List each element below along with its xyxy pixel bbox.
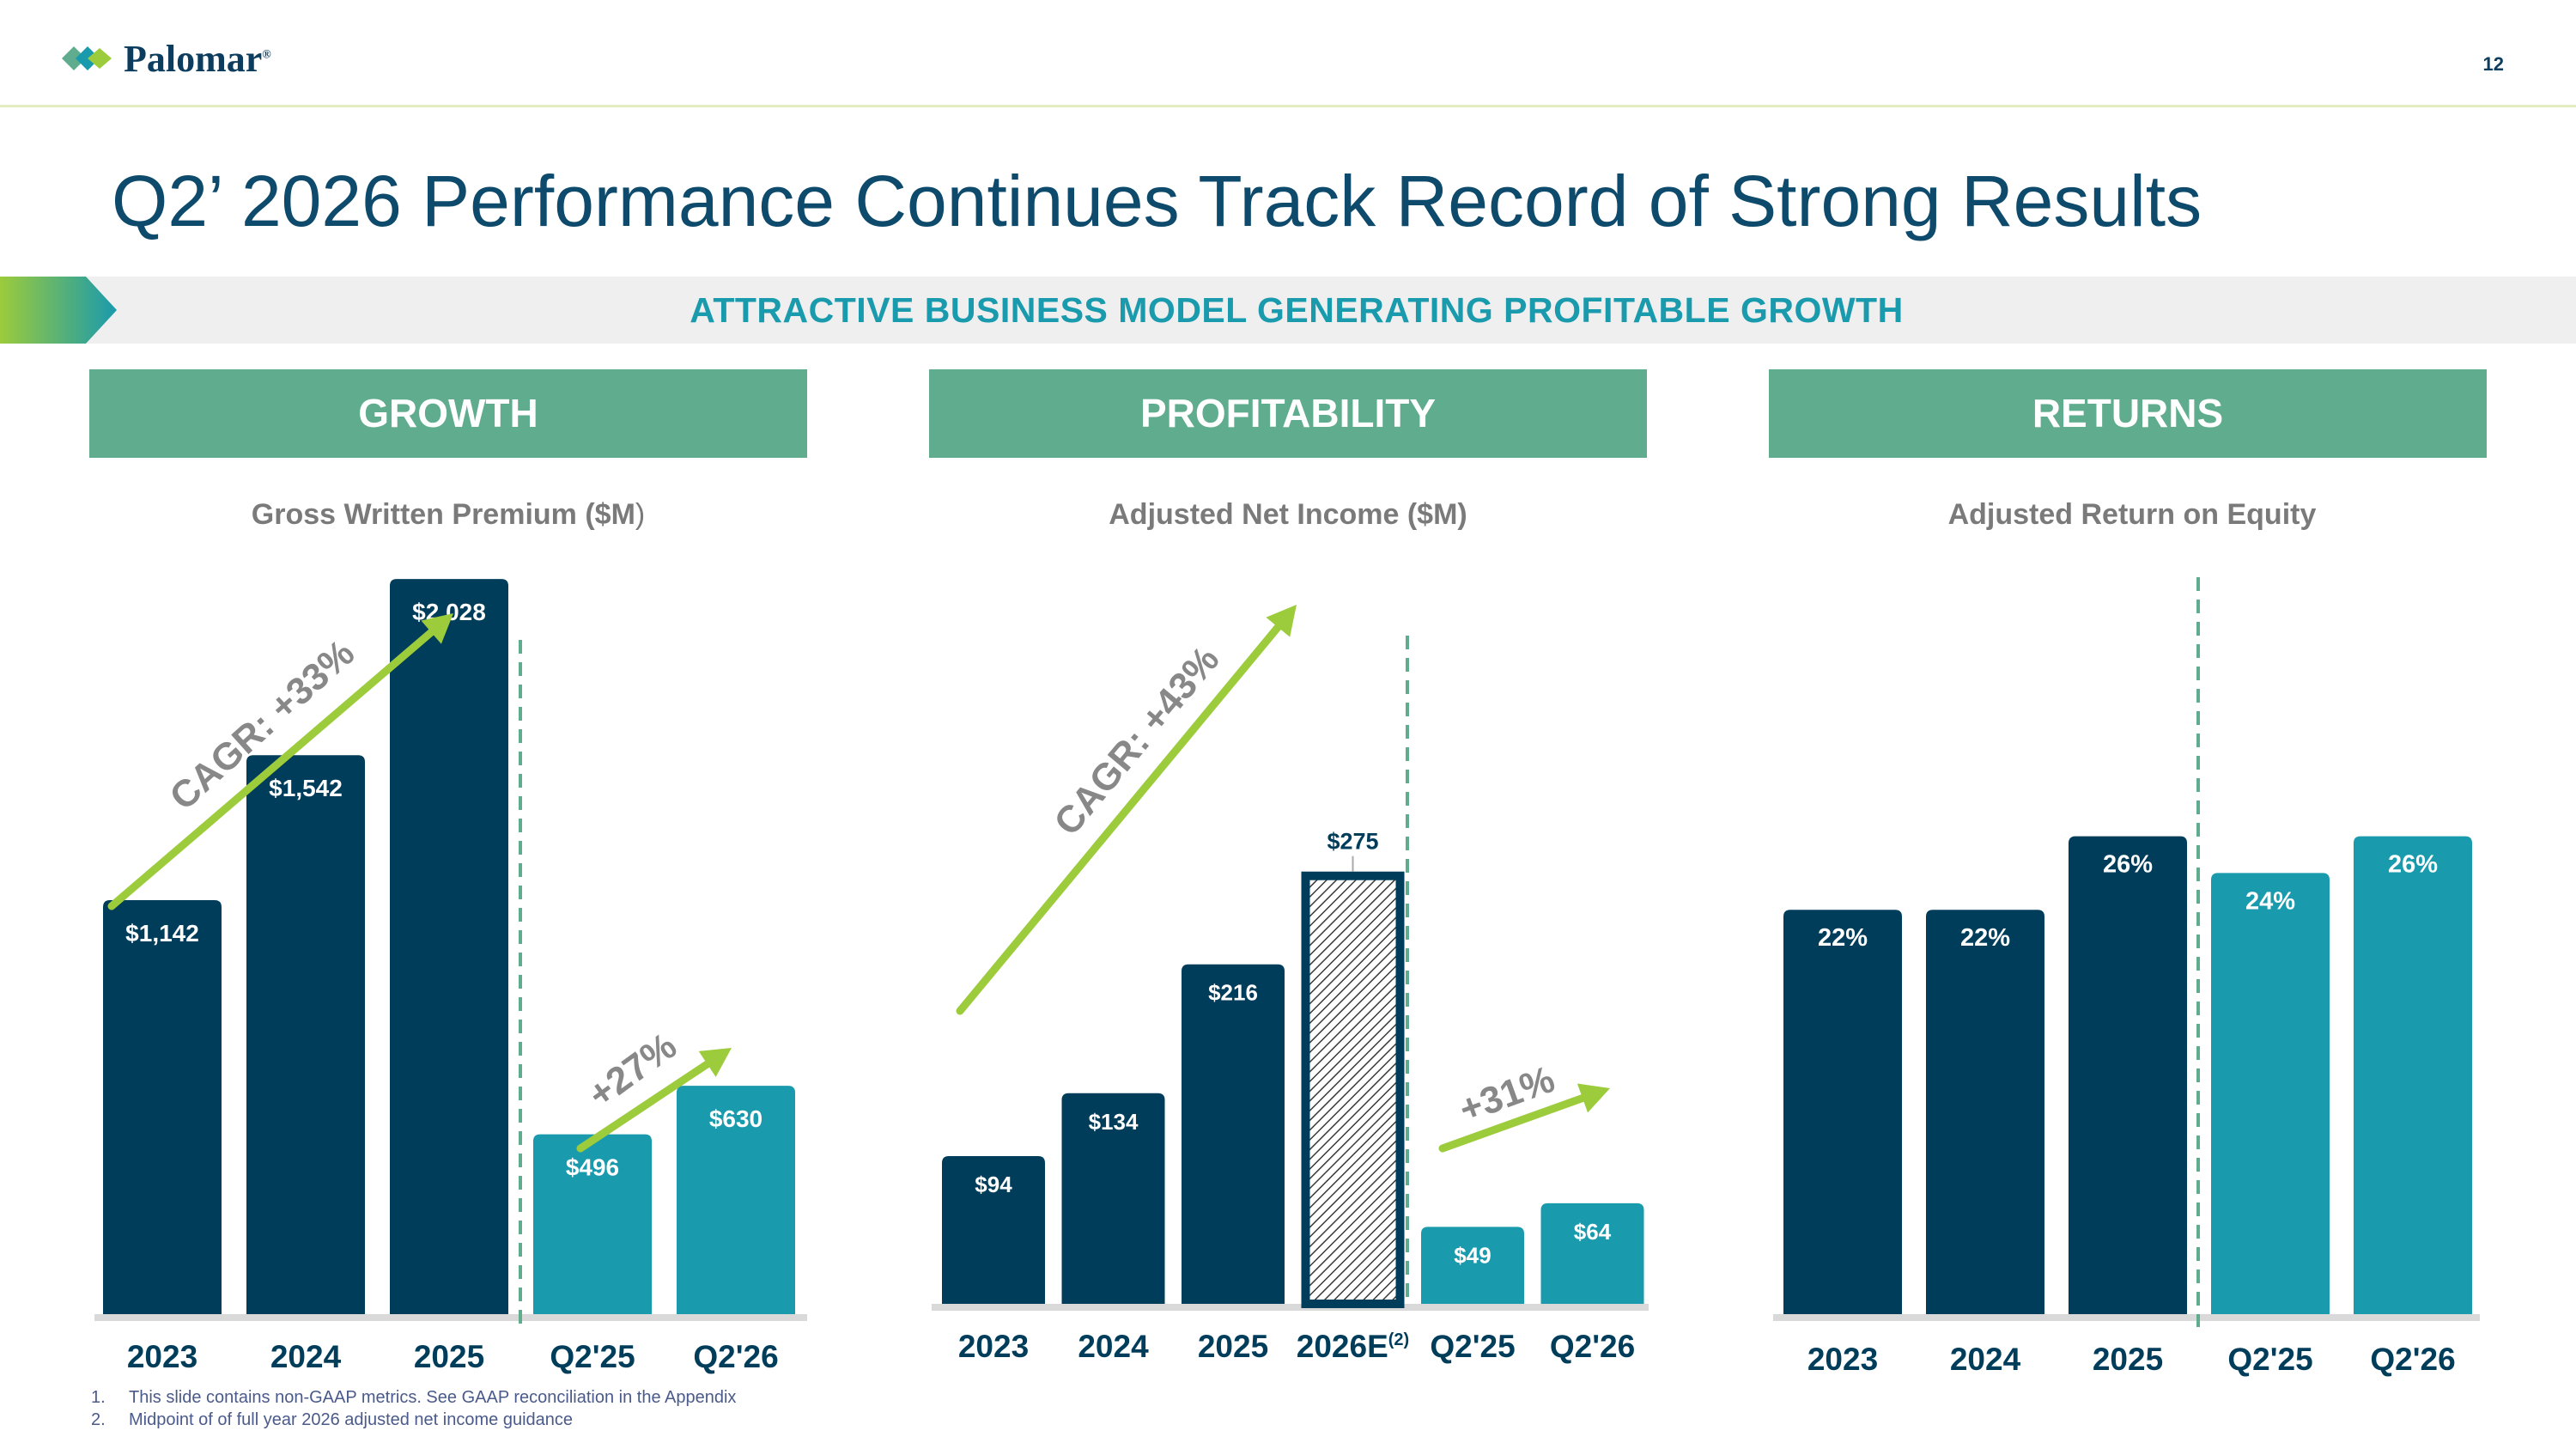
bar-2023 xyxy=(1783,910,1902,1314)
bar-Q2'26 xyxy=(677,1086,795,1314)
data-label-Q2'25: 24% xyxy=(2245,887,2295,915)
page-number: 12 xyxy=(2482,53,2504,75)
data-label-2024: 22% xyxy=(1960,924,2010,952)
page-title: Q2’ 2026 Performance Continues Track Rec… xyxy=(112,161,2202,241)
growth-arrow xyxy=(576,1048,732,1153)
tick-label-2024: 2024 xyxy=(270,1339,342,1374)
x-axis-baseline xyxy=(1773,1314,2480,1321)
tick-label-2025: 2025 xyxy=(2093,1342,2163,1377)
tick-label-Q2'25: Q2'25 xyxy=(550,1339,635,1374)
bar-2023 xyxy=(942,1155,1045,1304)
tick-label-2024: 2024 xyxy=(1950,1342,2021,1377)
tick-label-Q2'26: Q2'26 xyxy=(693,1339,778,1374)
tick-label-2023: 2023 xyxy=(958,1329,1029,1364)
chart-title-net-income: Adjusted Net Income ($M) xyxy=(1109,498,1467,531)
net-income-chart: $94 2023 $134 2024 $216 2025 $275 2026E(2) $49 Q2… xyxy=(932,605,1649,1364)
x-axis-baseline xyxy=(932,1304,1649,1311)
chart-title-roe: Adjusted Return on Equity xyxy=(1947,498,2317,531)
data-label-2023: $1,142 xyxy=(125,920,199,947)
tick-label-Q2'25: Q2'25 xyxy=(2227,1342,2312,1377)
footnote-mark: (2) xyxy=(1388,1330,1409,1349)
panel-header-growth: GROWTH xyxy=(89,369,807,458)
bar-2024 xyxy=(246,755,365,1314)
tick-label-2026E: 2026E(2) xyxy=(1297,1329,1409,1364)
tick-label-Q2'25: Q2'25 xyxy=(1430,1329,1515,1364)
panel-header-profitability: PROFITABILITY xyxy=(929,369,1647,458)
data-label-2024: $1,542 xyxy=(269,775,343,801)
growth-arrow xyxy=(1438,1083,1610,1153)
banner-text: ATTRACTIVE BUSINESS MODEL GENERATING PRO… xyxy=(690,290,1904,330)
logo-text: Palomar® xyxy=(124,37,271,80)
data-label-2025: 26% xyxy=(2103,851,2153,879)
data-label-Q2'26: $630 xyxy=(709,1105,762,1132)
cagr-arrow xyxy=(107,613,453,910)
tick-label-2023: 2023 xyxy=(127,1339,197,1374)
data-label-Q2'25: $496 xyxy=(566,1154,619,1181)
tick-label-2023: 2023 xyxy=(1807,1342,1878,1377)
bar-Q2'26 xyxy=(1540,1202,1644,1304)
data-label-Q2'26: $64 xyxy=(1574,1219,1612,1245)
tick-label-2025: 2025 xyxy=(414,1339,484,1374)
bar-2023 xyxy=(103,900,222,1314)
bar-2025 xyxy=(1182,964,1285,1304)
data-label-Q2'25: $49 xyxy=(1454,1242,1491,1268)
data-label-2026E: $275 xyxy=(1327,829,1378,855)
bar-2024 xyxy=(1926,910,2044,1314)
gwp-chart: $1,1422023$1,5422024$2,0282025$496Q2'25$… xyxy=(94,579,807,1374)
bar-Q2'25 xyxy=(2211,873,2330,1314)
bar-Q2'25 xyxy=(533,1134,652,1314)
tick-label-2024: 2024 xyxy=(1078,1329,1149,1364)
bar-2024 xyxy=(1061,1093,1165,1304)
tick-label-2025: 2025 xyxy=(1198,1329,1268,1364)
x-axis-baseline xyxy=(94,1314,807,1321)
palomar-logo-icon xyxy=(62,46,112,70)
tick-label-Q2'26: Q2'26 xyxy=(1550,1329,1635,1364)
footnote-1: 1. This slide contains non-GAAP metrics. … xyxy=(91,1388,737,1407)
chart-title-gwp: Gross Written Premium ($M) xyxy=(251,498,646,531)
header-divider xyxy=(0,105,2576,107)
footnote-2: 2. Midpoint of of full year 2026 adjusted… xyxy=(91,1410,574,1429)
growth-annotation: +27% xyxy=(580,1025,684,1117)
banner xyxy=(0,277,2576,344)
tick-label-Q2'26: Q2'26 xyxy=(2370,1342,2455,1377)
panel-header-returns: RETURNS xyxy=(1769,369,2487,458)
roe-chart: 22% 2023 22% 2024 26% 2025 24% Q2'25 26% Q2'26 xyxy=(1773,577,2480,1377)
data-label-2024: $134 xyxy=(1089,1109,1139,1135)
bar-2025 xyxy=(390,579,508,1314)
logo: Palomar® xyxy=(62,33,271,84)
bar-Q2'25 xyxy=(1421,1227,1524,1304)
bar-Q2'26 xyxy=(2354,836,2472,1314)
banner-arrow-icon xyxy=(0,277,117,344)
data-label-2025: $216 xyxy=(1208,980,1258,1006)
growth-annotation: +31% xyxy=(1454,1058,1560,1131)
cagr-arrow xyxy=(956,605,1297,1015)
cagr-annotation: CAGR: +43% xyxy=(1046,638,1227,843)
data-label-2023: 22% xyxy=(1818,924,1868,952)
bar-2026E xyxy=(1301,871,1405,1308)
data-label-Q2'26: 26% xyxy=(2388,851,2438,879)
bar-2025 xyxy=(2069,836,2187,1314)
data-label-2023: $94 xyxy=(975,1172,1012,1197)
